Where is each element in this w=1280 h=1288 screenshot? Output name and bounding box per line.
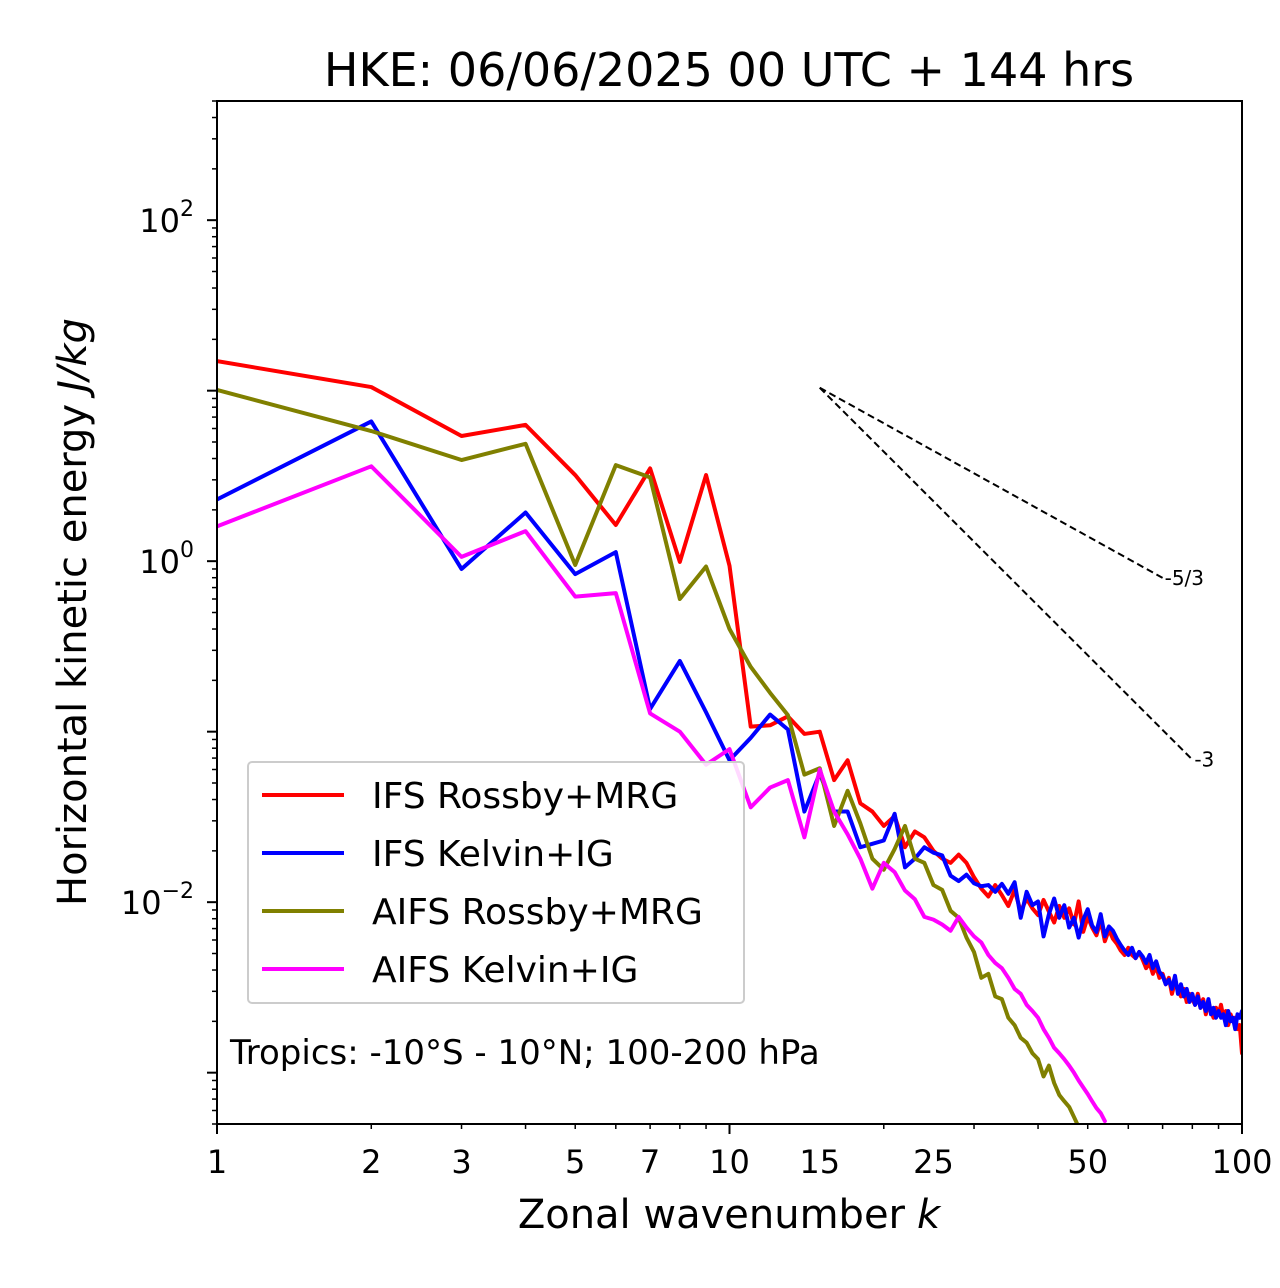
y-tick-label: 100 bbox=[139, 538, 194, 581]
x-tick-label: 50 bbox=[1067, 1143, 1108, 1181]
series-line bbox=[217, 419, 1242, 1032]
reference-slope-label: -5/3 bbox=[1165, 566, 1204, 590]
legend: IFS Rossby+MRG IFS Kelvin+IG AIFS Rossby+M… bbox=[247, 761, 745, 1004]
y-tick-label: 102 bbox=[139, 197, 194, 240]
y-tick-base: 10 bbox=[139, 543, 180, 581]
x-axis-label-text: Zonal wavenumber bbox=[518, 1192, 906, 1238]
y-tick-exponent: −2 bbox=[162, 879, 194, 904]
legend-label: AIFS Kelvin+IG bbox=[372, 950, 638, 991]
y-tick-exponent: 0 bbox=[180, 538, 194, 563]
x-axis-label-italic: k bbox=[917, 1192, 942, 1238]
x-tick-labels: 1 2 3 5 7 10 15 25 50 100 bbox=[207, 1143, 1273, 1181]
x-tick-label: 5 bbox=[565, 1143, 585, 1181]
y-tick-exponent: 2 bbox=[180, 197, 194, 222]
x-tick-label: 100 bbox=[1211, 1143, 1272, 1181]
reference-slope-label: -3 bbox=[1194, 748, 1214, 772]
chart-title: HKE: 06/06/2025 00 UTC + 144 hrs bbox=[324, 43, 1134, 97]
y-tick-base: 10 bbox=[139, 202, 180, 240]
region-annotation: Tropics: -10°S - 10°N; 100-200 hPa bbox=[229, 1033, 820, 1073]
series-line bbox=[217, 387, 1080, 1124]
y-axis-label: Horizontal kinetic energy J/kg bbox=[50, 318, 96, 906]
x-tick-label: 7 bbox=[640, 1143, 660, 1181]
plot-frame bbox=[216, 100, 1243, 1125]
legend-label: AIFS Rossby+MRG bbox=[372, 892, 703, 933]
y-axis-label-text: Horizontal kinetic energy bbox=[50, 404, 96, 906]
y-tick-label: 10−2 bbox=[121, 879, 194, 922]
x-tick-label: 15 bbox=[799, 1143, 840, 1181]
x-tick-label: 1 bbox=[207, 1143, 227, 1181]
x-tick-label: 2 bbox=[361, 1143, 381, 1181]
x-tick-label: 25 bbox=[913, 1143, 954, 1181]
legend-entries: IFS Rossby+MRG IFS Kelvin+IG AIFS Rossby+M… bbox=[262, 776, 703, 991]
y-tick-base: 10 bbox=[121, 884, 162, 922]
y-axis-label-italic: J/kg bbox=[50, 318, 96, 399]
x-tick-label: 3 bbox=[451, 1143, 471, 1181]
slope-labels: -5/3 -3 bbox=[1165, 566, 1215, 772]
series-line bbox=[217, 464, 1107, 1124]
legend-label: IFS Rossby+MRG bbox=[372, 776, 678, 817]
series-layer bbox=[217, 359, 1242, 1124]
x-tick-label: 10 bbox=[709, 1143, 750, 1181]
x-axis-label: Zonal wavenumber k bbox=[518, 1192, 942, 1238]
legend-box bbox=[247, 761, 745, 1004]
legend-label: IFS Kelvin+IG bbox=[372, 834, 614, 875]
